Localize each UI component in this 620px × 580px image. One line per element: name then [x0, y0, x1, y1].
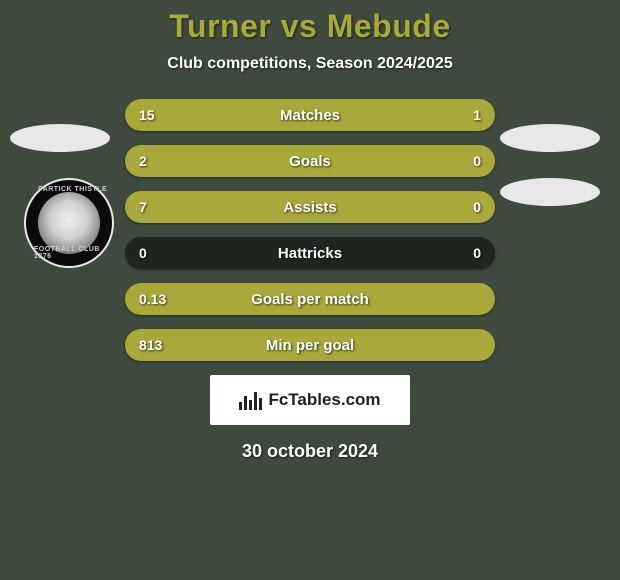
- stat-row: Goals per match0.13: [125, 283, 495, 315]
- crest-text-top: PARTICK THISTLE: [38, 186, 107, 193]
- crest-text-bottom: FOOTBALL CLUB 1876: [34, 246, 112, 260]
- stat-bar-left: [125, 191, 495, 223]
- stat-bar-left: [125, 329, 495, 361]
- page-title: Turner vs Mebude: [0, 8, 620, 45]
- stat-row: Min per goal813: [125, 329, 495, 361]
- footer-brand: FcTables.com: [210, 375, 410, 425]
- team-left-ellipse: [10, 124, 110, 152]
- stat-bars: Matches151 Goals20 Assists70 Hattricks0 0 Goa…: [125, 99, 495, 361]
- stat-row: Goals20: [125, 145, 495, 177]
- infographic: Turner vs Mebude Club competitions, Seas…: [0, 0, 620, 580]
- stat-bar-left: [125, 145, 495, 177]
- team-left-crest: PARTICK THISTLE FOOTBALL CLUB 1876: [24, 178, 114, 268]
- footer-brand-text: FcTables.com: [268, 390, 380, 410]
- team-right-ellipse: [500, 124, 600, 152]
- stat-label: Hattricks: [125, 237, 495, 269]
- bar-chart-icon: [239, 390, 262, 410]
- stat-bar-right: [414, 99, 495, 131]
- team-right-ellipse-2: [500, 178, 600, 206]
- crest-text: PARTICK THISTLE FOOTBALL CLUB 1876: [26, 180, 112, 266]
- stat-bar-left: [125, 283, 495, 315]
- stat-row: Hattricks0 0: [125, 237, 495, 269]
- stat-value-right: 0: [473, 237, 481, 269]
- subtitle: Club competitions, Season 2024/2025: [0, 55, 620, 73]
- stat-row: Matches151: [125, 99, 495, 131]
- stat-row: Assists70: [125, 191, 495, 223]
- stat-value-left: 0: [139, 237, 147, 269]
- stat-bar-left: [125, 99, 414, 131]
- date-label: 30 october 2024: [0, 441, 620, 462]
